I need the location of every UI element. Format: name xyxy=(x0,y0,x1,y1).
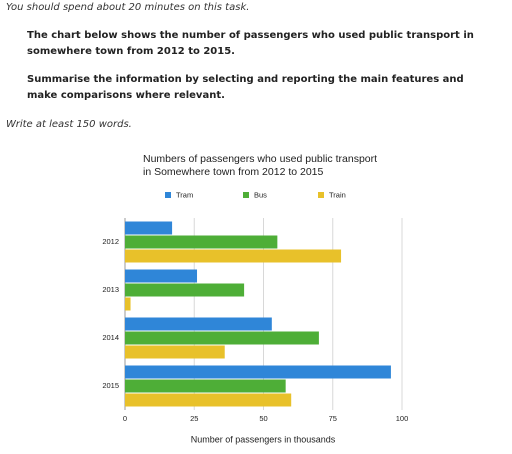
legend-label: Train xyxy=(329,190,346,199)
bar xyxy=(125,393,292,407)
bar xyxy=(125,235,278,249)
x-tick-label: 100 xyxy=(396,414,409,423)
instruction: You should spend about 20 minutes on thi… xyxy=(6,2,250,13)
y-tick-label: 2013 xyxy=(102,285,119,294)
x-tick-label: 25 xyxy=(190,414,198,423)
bar xyxy=(125,269,198,283)
x-tick-label: 75 xyxy=(329,414,337,423)
x-tick-label: 0 xyxy=(123,414,127,423)
x-tick-label: 50 xyxy=(259,414,267,423)
legend-swatch xyxy=(243,192,249,198)
legend-label: Bus xyxy=(254,190,267,199)
bar xyxy=(125,379,286,393)
task-text: Summarise the information by selecting a… xyxy=(27,74,464,101)
bar xyxy=(125,365,391,379)
word-limit: Write at least 150 words. xyxy=(6,119,132,130)
bar xyxy=(125,221,173,235)
y-tick-label: 2015 xyxy=(102,381,119,390)
y-tick-label: 2012 xyxy=(102,237,119,246)
bar xyxy=(125,331,319,345)
chart-title: in Somewhere town from 2012 to 2015 xyxy=(143,166,324,178)
y-tick-label: 2014 xyxy=(102,333,119,342)
legend-label: Tram xyxy=(176,190,193,199)
bar xyxy=(125,283,245,297)
bar xyxy=(125,249,342,263)
task-text: The chart below shows the number of pass… xyxy=(27,30,474,57)
legend-swatch xyxy=(318,192,324,198)
bar xyxy=(125,345,225,359)
bar xyxy=(125,297,131,311)
x-axis-label: Number of passengers in thousands xyxy=(191,434,336,444)
legend-swatch xyxy=(165,192,171,198)
bar xyxy=(125,317,272,331)
chart-title: Numbers of passengers who used public tr… xyxy=(143,153,377,165)
